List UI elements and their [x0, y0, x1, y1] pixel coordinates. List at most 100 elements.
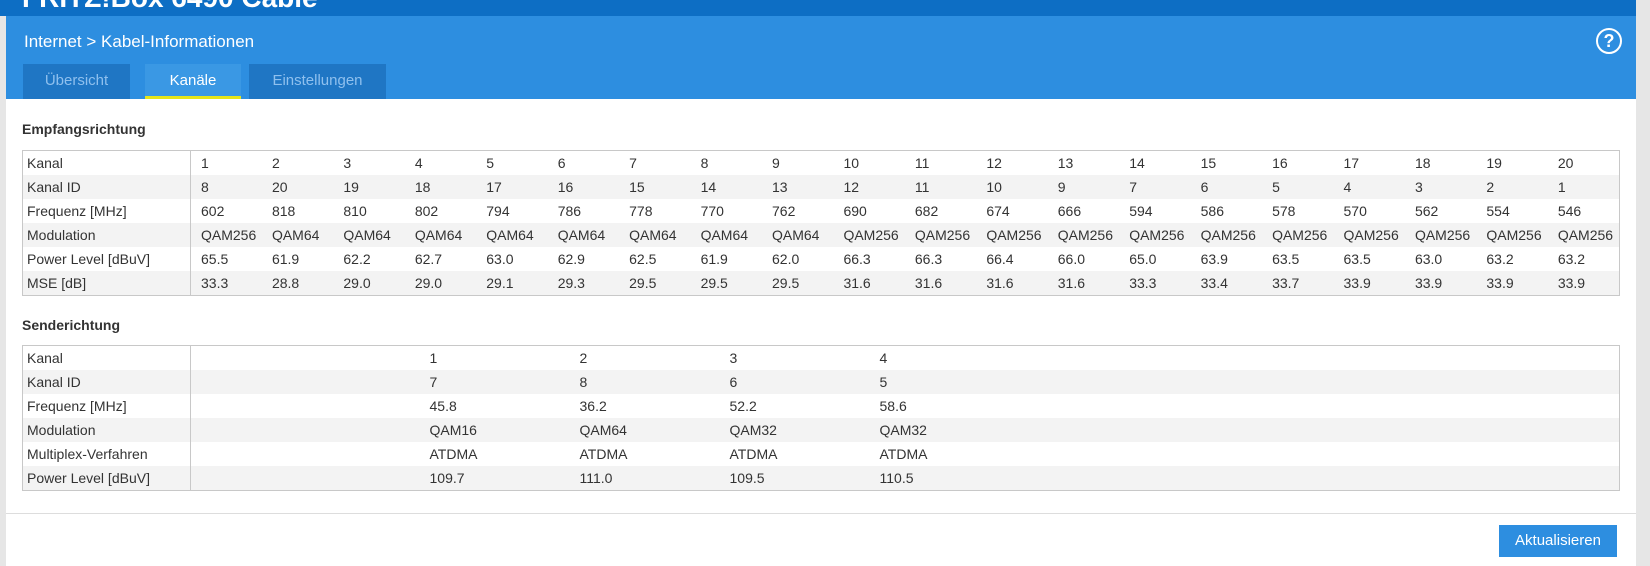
- cell: 690: [843, 203, 867, 219]
- table-row: Modulation QAM256 QAM64 QAM64 QAM64 QAM64 QAM6…: [22, 223, 1620, 247]
- cell: 66.0: [1057, 251, 1085, 267]
- cell: 31.6: [986, 275, 1014, 291]
- cell: 20: [271, 179, 288, 195]
- cell: 52.2: [729, 398, 757, 414]
- cell: 31.6: [843, 275, 871, 291]
- section-title: Senderichtung: [22, 317, 121, 333]
- cell: QAM256: [843, 227, 899, 243]
- section-title: Empfangsrichtung: [22, 121, 146, 137]
- table-row: Kanal ID 8 20 19 18 17 16 15 14 13 12 11 10 9 7 6 5 4 3 2 1: [22, 175, 1620, 199]
- row-label: Frequenz [MHz]: [22, 199, 191, 223]
- cell: 554: [1486, 203, 1510, 219]
- help-button[interactable]: ?: [1596, 28, 1622, 54]
- cell: 63.2: [1486, 251, 1514, 267]
- cell: 62.2: [343, 251, 371, 267]
- cell: 33.9: [1414, 275, 1443, 291]
- cell: 2: [271, 155, 280, 171]
- cell: 14: [1129, 155, 1145, 171]
- cell: ATDMA: [879, 446, 928, 462]
- cell: 33.3: [201, 275, 229, 291]
- row-label: MSE [dB]: [22, 271, 191, 296]
- cell: 63.9: [1200, 251, 1228, 267]
- cell: 19: [1486, 155, 1502, 171]
- row-label: Kanal ID: [22, 175, 191, 199]
- cell: QAM256: [1343, 227, 1399, 243]
- cell: QAM256: [1272, 227, 1328, 243]
- cell: 6: [557, 155, 566, 171]
- cell: 5: [1272, 179, 1280, 195]
- cell: 63.0: [486, 251, 514, 267]
- table-row: Power Level [dBuV] 109.7 111.0 109.5 110.5: [22, 466, 1620, 491]
- cell: 578: [1272, 203, 1296, 219]
- cell: 8: [579, 374, 588, 390]
- cell: 8: [700, 155, 709, 171]
- cell: 66.3: [843, 251, 871, 267]
- cell: 4: [879, 350, 888, 366]
- cell: 1: [1557, 179, 1566, 195]
- cell: 17: [1343, 155, 1360, 171]
- cell: 12: [986, 155, 1002, 171]
- cell: 36.2: [579, 398, 607, 414]
- spacer-cell: [1020, 394, 1620, 418]
- cell: 786: [557, 203, 582, 219]
- cell: QAM256: [1200, 227, 1256, 243]
- refresh-button[interactable]: Aktualisieren: [1499, 525, 1617, 557]
- cell: 594: [1129, 203, 1153, 219]
- cell: QAM64: [343, 227, 391, 243]
- cell: 546: [1557, 203, 1582, 219]
- cell: 61.9: [271, 251, 300, 267]
- cell: 110.5: [879, 470, 914, 486]
- cell: QAM256: [201, 227, 257, 243]
- cell: 11: [914, 155, 930, 171]
- crumb[interactable]: Internet: [24, 32, 82, 51]
- cell: 18: [414, 179, 431, 195]
- cell: 15: [629, 179, 645, 195]
- cell: ATDMA: [579, 446, 628, 462]
- tab-active[interactable]: Kanäle: [145, 64, 241, 99]
- cell: QAM64: [414, 227, 463, 243]
- cell: 63.5: [1343, 251, 1371, 267]
- spacer-cell: [191, 418, 420, 442]
- cell: 33.9: [1557, 275, 1586, 291]
- separator: [6, 513, 1636, 514]
- spacer-cell: [191, 394, 420, 418]
- row-label: Kanal: [22, 150, 191, 175]
- cell: 29.1: [486, 275, 514, 291]
- row-label: Modulation: [22, 418, 191, 442]
- cell: 7: [1129, 179, 1137, 195]
- cell: 3: [729, 350, 738, 366]
- cell: 33.4: [1200, 275, 1228, 291]
- tab[interactable]: Einstellungen: [249, 64, 386, 99]
- downstream-table: Kanal 1 2 3 4 5 6 7 8 9 10 11 12 13 14 15 16 17 18 19 20 Kana…: [22, 150, 1620, 296]
- cell: 762: [772, 203, 796, 219]
- cell: 62.7: [414, 251, 443, 267]
- cell: 12: [843, 179, 860, 195]
- cell: 65.0: [1129, 251, 1157, 267]
- crumb: Kabel-Informationen: [101, 32, 255, 51]
- row-label: Kanal ID: [22, 370, 191, 394]
- cell: 10: [843, 155, 860, 171]
- cell: 674: [986, 203, 1010, 219]
- cell: 19: [343, 179, 359, 195]
- table-row: Kanal 1 2 3 4 5 6 7 8 9 10 11 12 13 14 15 16 17 18 19 20: [22, 150, 1620, 175]
- cell: 58.6: [879, 398, 907, 414]
- cell: 666: [1057, 203, 1082, 219]
- cell: 7: [429, 374, 438, 390]
- cell: 13: [772, 179, 788, 195]
- cell: QAM64: [271, 227, 320, 243]
- header: Internet > Kabel-Informationen ? Übersic…: [6, 16, 1636, 99]
- spacer-cell: [1020, 346, 1620, 371]
- cell: 5: [879, 374, 888, 390]
- cell: QAM64: [700, 227, 749, 243]
- tab[interactable]: Übersicht: [23, 64, 130, 99]
- spacer-cell: [1020, 466, 1620, 491]
- cell: 8: [201, 179, 209, 195]
- cell: QAM256: [1486, 227, 1542, 243]
- cell: 5: [486, 155, 495, 171]
- cell: 810: [343, 203, 367, 219]
- cell: 17: [486, 179, 502, 195]
- cell: 18: [1414, 155, 1431, 171]
- cell: 63.0: [1414, 251, 1443, 267]
- content: Empfangsrichtung Kanal 1 2 3 4 5 6 7 8 9 10 11 12 13 1…: [6, 99, 1636, 566]
- cell: 3: [1414, 179, 1423, 195]
